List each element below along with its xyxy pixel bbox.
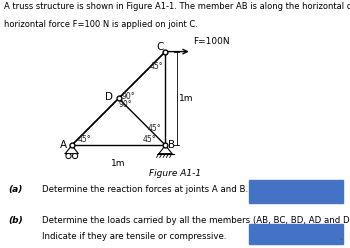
Bar	[248, 224, 343, 245]
Text: A truss structure is shown in Figure A1-1. The member AB is along the horizontal: A truss structure is shown in Figure A1-…	[4, 2, 350, 11]
Text: (a): (a)	[9, 185, 23, 194]
Text: Figure A1-1: Figure A1-1	[149, 169, 201, 178]
Bar	[248, 180, 343, 203]
Text: F=100N: F=100N	[194, 37, 230, 46]
Text: C: C	[156, 42, 163, 52]
Text: ⌃: ⌃	[338, 238, 345, 247]
Text: A: A	[60, 140, 67, 150]
Text: 45°: 45°	[143, 135, 156, 144]
Text: 1m: 1m	[111, 158, 126, 167]
Text: 1m: 1m	[179, 94, 193, 103]
Text: B: B	[168, 140, 176, 150]
Text: 45°: 45°	[77, 135, 91, 144]
Text: 90°: 90°	[121, 92, 135, 101]
Text: 90°: 90°	[118, 100, 132, 109]
Circle shape	[66, 153, 71, 159]
Text: Indicate if they are tensile or compressive.: Indicate if they are tensile or compress…	[42, 232, 226, 241]
Text: D: D	[105, 92, 113, 101]
Text: horizontal force F=100 N is applied on joint C.: horizontal force F=100 N is applied on j…	[4, 20, 197, 29]
Text: Determine the loads carried by all the members (AB, BC, BD, AD and DC).: Determine the loads carried by all the m…	[42, 216, 350, 225]
Text: 45°: 45°	[149, 62, 163, 71]
Text: Determine the reaction forces at joints A and B.: Determine the reaction forces at joints …	[42, 185, 248, 194]
Text: (b): (b)	[9, 216, 23, 225]
Text: 45°: 45°	[147, 124, 161, 133]
Circle shape	[72, 153, 78, 159]
